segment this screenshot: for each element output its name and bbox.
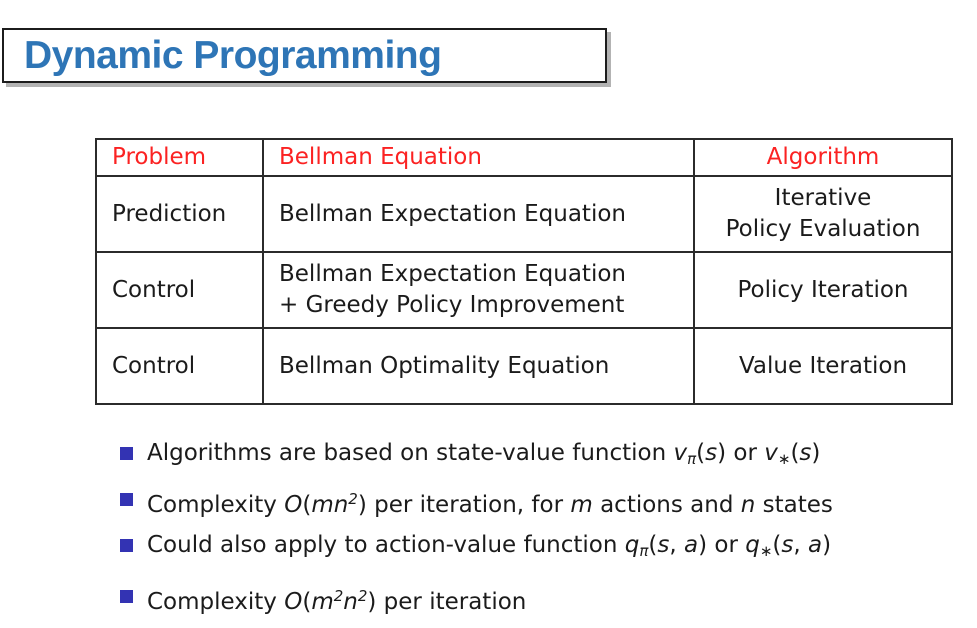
col-header-bellman-equation: Bellman Equation [262,138,695,177]
cell-algorithm: Iterative Policy Evaluation [693,175,953,253]
cell-equation: Bellman Optimality Equation [262,327,695,405]
bullet-item: Could also apply to action-value functio… [120,522,965,568]
cell-algorithm: Policy Iteration [693,251,953,329]
cell-problem: Control [95,327,264,405]
bullet-square-icon [120,447,133,460]
bullet-square-icon [120,539,133,552]
cell-problem: Control [95,251,264,329]
bullet-square-icon [120,493,133,506]
cell-algorithm: Value Iteration [693,327,953,405]
bullet-text: Could also apply to action-value functio… [147,532,832,560]
cell-problem: Prediction [95,175,264,253]
bullet-text: Algorithms are based on state-value func… [147,440,821,468]
cell-equation: Bellman Expectation Equation + Greedy Pol… [262,251,695,329]
col-header-problem: Problem [95,138,264,177]
page-title: Dynamic Programming [24,33,442,77]
bullet-item: Complexity O(mn2) per iteration, for m a… [120,476,965,522]
bullet-item: Complexity O(m2n2) per iteration [120,573,965,619]
table-row: Control Bellman Optimality Equation Valu… [95,327,953,405]
bullet-list: Algorithms are based on state-value func… [120,430,965,619]
col-header-algorithm: Algorithm [693,138,953,177]
title-box: Dynamic Programming [2,28,607,83]
bullet-square-icon [120,590,133,603]
cell-equation: Bellman Expectation Equation [262,175,695,253]
bullet-text: Complexity O(m2n2) per iteration [147,587,527,615]
table-header-row: Problem Bellman Equation Algorithm [95,138,953,177]
bullet-text: Complexity O(mn2) per iteration, for m a… [147,490,833,518]
table-row: Prediction Bellman Expectation Equation … [95,175,953,253]
dp-summary-table: Problem Bellman Equation Algorithm Predi… [95,138,953,405]
bullet-item: Algorithms are based on state-value func… [120,430,965,476]
table-row: Control Bellman Expectation Equation + Gr… [95,251,953,329]
